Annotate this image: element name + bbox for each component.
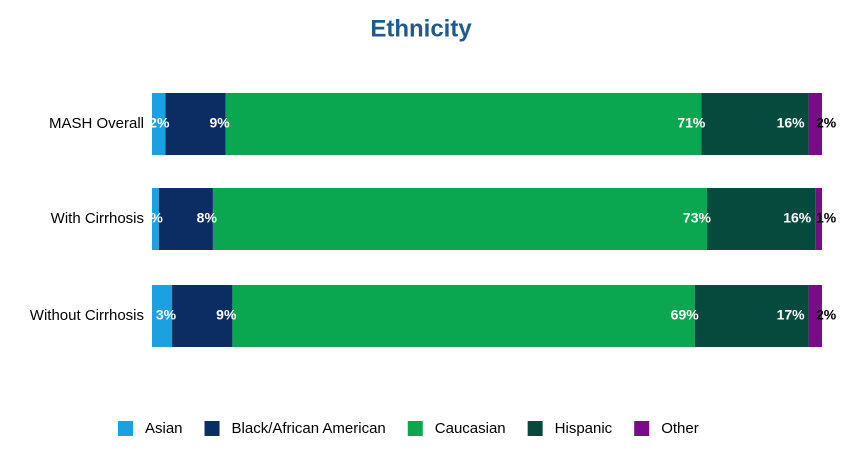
y-tick-label: Without Cirrhosis [30,307,144,324]
y-tick-label: MASH Overall [49,115,144,132]
bar-segment [815,188,822,250]
legend-swatch [407,421,423,436]
value-label: 3% [156,307,177,323]
value-label: 2% [149,115,170,131]
value-label: 16% [783,210,812,226]
chart-title: Ethnicity [370,15,472,42]
bar-segment [212,188,707,250]
value-label: 71% [677,115,706,131]
bar-segment [152,93,166,155]
legend-label: Other [661,420,699,437]
value-label: 9% [209,115,230,131]
bar-segment [808,93,822,155]
bar-segment [172,285,233,347]
legend-label: Hispanic [555,420,613,437]
value-label: 69% [671,307,700,323]
value-label: 8% [197,210,218,226]
bar-segment [706,188,816,250]
bar-segment [165,93,226,155]
value-label: 1% [143,210,164,226]
legend-swatch [204,421,220,436]
bar-segment [808,285,822,347]
bar-segment [158,188,213,250]
bar-segment [701,93,809,155]
y-tick-label: With Cirrhosis [51,210,144,227]
value-label: 16% [777,115,806,131]
value-label: 2% [816,115,837,131]
bar-segment [225,93,702,155]
value-label: 1% [816,210,837,226]
legend-label: Black/African American [232,420,386,437]
bar-segment [152,285,173,347]
value-label: 17% [777,307,806,323]
legend-label: Asian [145,420,183,437]
legend-swatch [634,421,650,436]
bar-segment [232,285,695,347]
bar-segment [152,188,159,250]
legend-swatch [527,421,543,436]
legend-label: Caucasian [435,420,506,437]
legend-swatch [118,421,133,436]
value-label: 9% [216,307,237,323]
value-label: 73% [683,210,712,226]
bar-segment [694,285,809,347]
value-label: 2% [816,307,837,323]
